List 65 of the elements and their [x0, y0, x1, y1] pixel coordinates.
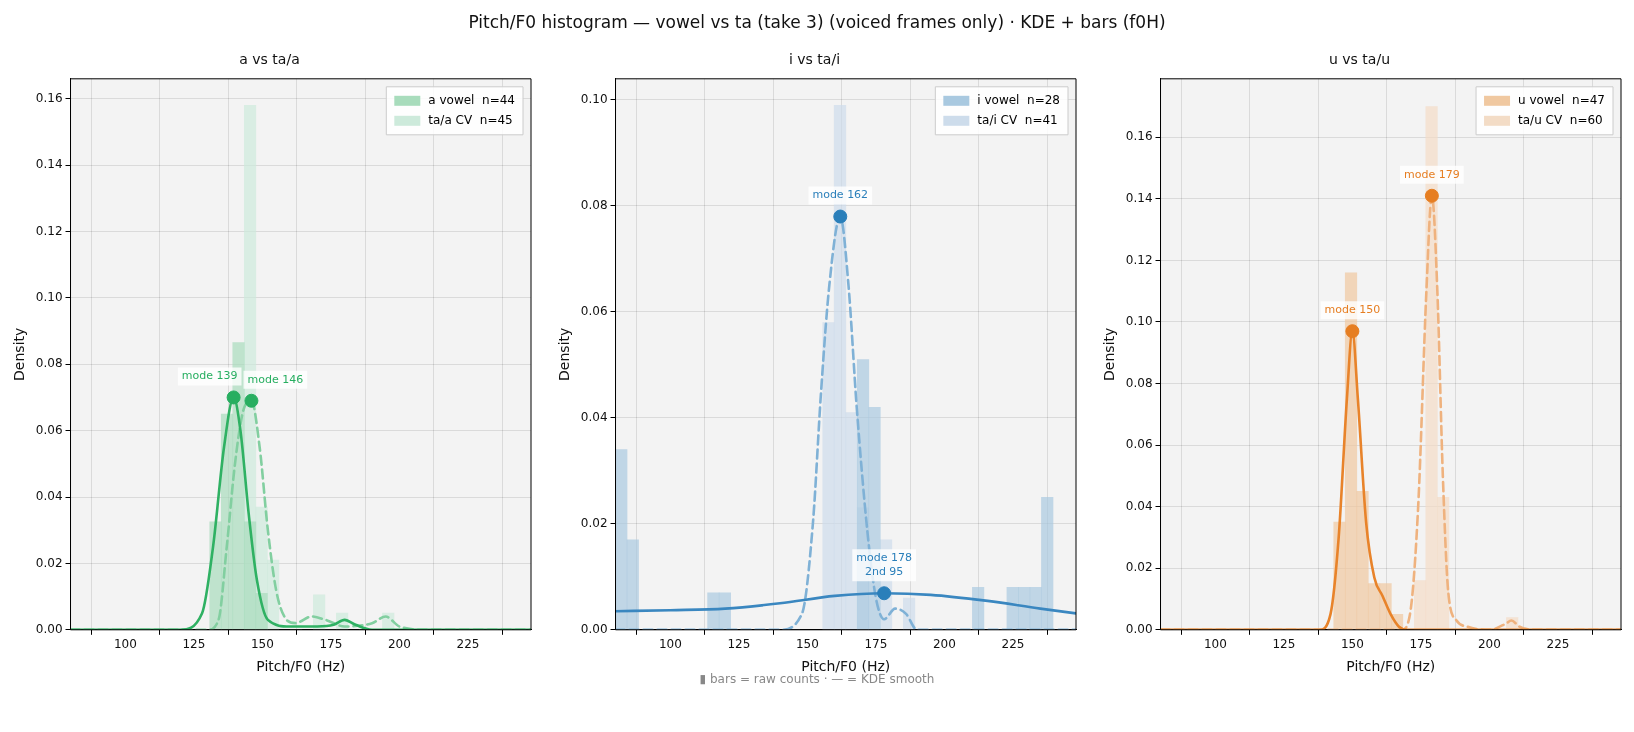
legend-label: ta/i CV n=41: [977, 112, 1058, 127]
y-tick-label: 0.14: [35, 157, 63, 172]
annotation: mode 146: [247, 372, 304, 386]
x-tick-label: 225: [1546, 637, 1570, 652]
x-axis-title: Pitch/F0 (Hz): [256, 658, 346, 675]
x-tick-label: 225: [456, 637, 480, 652]
legend-label: a vowel n=44: [428, 92, 515, 107]
annotation: mode 178 2nd 95: [856, 551, 912, 579]
y-tick-label: 0.02: [35, 555, 63, 570]
y-tick-label: 0.16: [35, 90, 63, 105]
y-tick-label: 0.04: [580, 410, 608, 424]
y-tick-label: 0.10: [1125, 314, 1153, 329]
y-tick-label: 0.04: [1125, 498, 1153, 513]
y-tick-label: 0.14: [1125, 190, 1153, 205]
annotation: mode 150: [1324, 303, 1381, 317]
y-tick-label: 0.16: [1125, 129, 1153, 144]
chart-title: a vs ta/a: [239, 51, 300, 68]
x-tick-label: 125: [182, 637, 206, 652]
x-tick-label: 150: [795, 637, 819, 652]
annotation: mode 179: [1404, 167, 1460, 181]
x-tick-label: 125: [1272, 637, 1296, 652]
text: ▮ bars = raw counts · — = KDE smooth: [699, 672, 935, 686]
x-tick-label: 175: [864, 637, 888, 652]
x-axis-title: Pitch/F0 (Hz): [1346, 658, 1436, 675]
y-tick-label: 0.10: [580, 92, 608, 107]
legend-label: ta/u CV n=60: [1518, 112, 1603, 127]
x-tick-label: 200: [387, 637, 411, 652]
y-tick-label: 0.00: [1125, 621, 1153, 636]
x-tick-label: 175: [1409, 637, 1433, 652]
y-axis-title: Density: [556, 327, 573, 381]
y-tick-label: 0.04: [35, 489, 63, 504]
legend-label: i vowel n=28: [977, 92, 1061, 107]
x-tick-label: 150: [250, 637, 274, 652]
annotation: mode 139: [181, 369, 238, 383]
y-tick-label: 0.06: [1125, 437, 1153, 452]
x-tick-label: 100: [113, 637, 137, 652]
x-tick-label: 100: [1203, 637, 1227, 652]
y-tick-label: 0.02: [1125, 560, 1153, 575]
y-tick-label: 0.00: [580, 621, 608, 636]
x-tick-label: 150: [1340, 637, 1364, 652]
y-tick-label: 0.10: [35, 290, 63, 304]
x-tick-label: 125: [727, 637, 751, 652]
x-tick-label: 175: [319, 637, 343, 652]
y-tick-label: 0.06: [35, 422, 63, 437]
x-tick-label: 100: [658, 637, 682, 652]
annotation: mode 162: [812, 188, 869, 202]
y-tick-label: 0.00: [35, 621, 63, 636]
legend-label: u vowel n=47: [1518, 92, 1605, 107]
x-tick-label: 200: [1477, 637, 1501, 652]
y-tick-label: 0.02: [580, 515, 608, 530]
y-axis-title: Density: [11, 327, 28, 381]
legend-label: ta/a CV n=45: [428, 112, 513, 127]
y-tick-label: 0.08: [580, 198, 608, 213]
y-axis-title: Density: [1101, 327, 1118, 381]
y-tick-label: 0.08: [1125, 375, 1153, 390]
chart-title: i vs ta/i: [788, 51, 841, 68]
text: Pitch/F0 histogram — vowel vs ta (take 3) (voiced frames only) · KDE + bars (f0H): [467, 12, 1167, 32]
x-tick-label: 225: [1001, 637, 1025, 652]
y-tick-label: 0.12: [35, 223, 63, 238]
chart-title: u vs ta/u: [1328, 51, 1391, 68]
x-tick-label: 200: [932, 637, 956, 652]
y-tick-label: 0.06: [580, 304, 608, 319]
y-tick-label: 0.12: [1125, 252, 1153, 267]
x-axis-title: Pitch/F0 (Hz): [801, 658, 891, 675]
y-tick-label: 0.08: [35, 356, 63, 371]
